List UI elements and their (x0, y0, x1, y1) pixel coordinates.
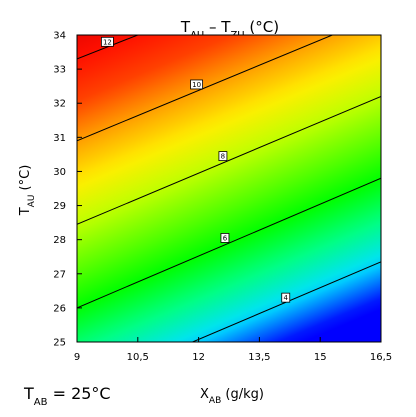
plot-area (77, 35, 381, 342)
y-tick-label: 31 (53, 133, 66, 144)
contour-lines (77, 35, 381, 342)
contour-label-4: 4 (281, 292, 291, 303)
x-tick-label: 15 (314, 352, 327, 363)
contour-label-6: 6 (220, 233, 230, 243)
y-tick-label: 32 (53, 99, 66, 110)
contour-label-text: 10 (192, 81, 201, 89)
contour-label-box (281, 292, 291, 303)
contour-label-12: 12 (101, 36, 114, 47)
contour-line-10 (77, 35, 333, 142)
contour-labels: 4 6 8 10 12 (101, 36, 291, 303)
y-tick-label: 28 (53, 235, 66, 246)
contour-label-8: 8 (218, 151, 228, 161)
contour-label-text: 12 (103, 38, 112, 46)
contour-line-8 (77, 95, 381, 225)
x-tick-label: 9 (74, 352, 80, 363)
contour-label-box (218, 151, 228, 161)
contour-label-box (190, 79, 203, 90)
y-tick-label: 26 (53, 303, 66, 314)
heatmap-surface (77, 35, 381, 342)
y-tick-label: 29 (53, 201, 66, 212)
air-temperature-annotation: TAB = 25°C (23, 384, 111, 408)
x-tick-label: 10,5 (127, 352, 149, 363)
contour-label-10: 10 (190, 79, 203, 90)
y-tick-label: 33 (53, 65, 66, 76)
contour-label-text: 8 (221, 153, 225, 161)
contour-label-box (220, 233, 230, 243)
x-axis-title: XAB (g/kg) (200, 387, 264, 406)
x-tick-label: 12 (192, 352, 205, 363)
x-tick-label: 16,5 (370, 352, 392, 363)
plot-frame (76, 34, 382, 343)
contour-line-6 (77, 177, 381, 309)
contour-label-box (101, 36, 114, 47)
y-tick-label: 27 (53, 269, 66, 280)
y-tick-label: 25 (53, 338, 66, 349)
x-axis: 9 10,5 12 13,5 15 16,5 (74, 337, 392, 363)
contour-line-12 (77, 35, 138, 60)
y-axis-title: TAU (°C) (18, 165, 37, 217)
contour-label-text: 6 (223, 234, 228, 242)
y-tick-label: 30 (53, 167, 66, 178)
contour-label-text: 4 (284, 294, 289, 302)
y-tick-label: 34 (53, 31, 66, 42)
heatmap-field (77, 35, 381, 342)
x-tick-label: 13,5 (248, 352, 270, 363)
y-axis: 25 26 27 28 29 30 31 32 33 34 (53, 31, 82, 349)
